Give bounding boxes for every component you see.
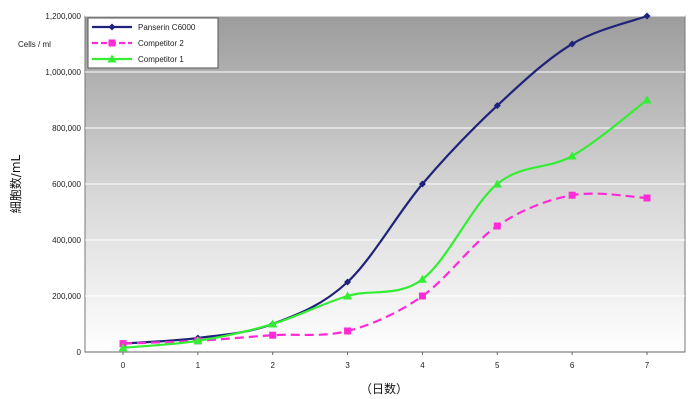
x-tick-label: 0 — [121, 361, 126, 370]
series-line — [122, 192, 648, 345]
series-line — [122, 14, 648, 345]
x-tick-label: 7 — [645, 361, 650, 370]
x-tick-label: 2 — [270, 361, 275, 370]
data-point — [344, 327, 352, 335]
x-tick-label: 3 — [345, 361, 350, 370]
y-tick-label: 1,200,000 — [45, 12, 81, 21]
data-point — [642, 95, 652, 104]
x-tick-labels: 0 1 2 3 4 5 6 7 — [121, 352, 650, 370]
y-axis-title: 細胞数/mL — [8, 154, 23, 213]
data-point — [568, 40, 576, 48]
series-3 — [118, 95, 652, 352]
data-point — [269, 331, 277, 339]
x-tick-label: 1 — [196, 361, 201, 370]
data-point — [193, 336, 203, 345]
legend-item: Competitor 2 — [92, 39, 184, 48]
legend-marker — [107, 54, 117, 63]
unit-label: Cells / ml — [18, 40, 51, 49]
data-point — [418, 292, 426, 300]
y-tick-label: 800,000 — [52, 124, 81, 133]
legend-marker — [108, 39, 116, 47]
legend-label: Competitor 1 — [138, 55, 184, 64]
legend-label: Competitor 2 — [138, 39, 184, 48]
legend-item: Competitor 1 — [92, 54, 184, 64]
data-point — [643, 194, 651, 202]
data-point — [268, 319, 278, 328]
data-point — [643, 12, 651, 20]
legend-item: Panserin C6000 — [92, 23, 196, 32]
series-layer — [118, 12, 652, 352]
data-point — [118, 343, 128, 352]
x-tick-label: 6 — [570, 361, 575, 370]
data-point — [493, 102, 501, 110]
data-point — [568, 191, 576, 199]
y-tick-labels: 0 200,000 400,000 600,000 800,000 1,000,000 1,… — [45, 12, 81, 357]
legend: Panserin C6000 Competitor 2 Competitor 1 — [87, 17, 219, 69]
x-tick-label: 5 — [495, 361, 500, 370]
x-tick-label: 4 — [420, 361, 425, 370]
x-axis-title: （日数） — [360, 381, 408, 396]
legend-label: Panserin C6000 — [138, 23, 196, 32]
data-point — [417, 274, 427, 283]
y-tick-label: 1,000,000 — [45, 68, 81, 77]
data-point — [343, 291, 353, 300]
y-tick-label: 200,000 — [52, 292, 81, 301]
legend-marker — [108, 23, 116, 31]
y-tick-label: 0 — [77, 348, 82, 357]
data-point — [344, 278, 352, 286]
data-point — [567, 151, 577, 160]
data-point — [493, 222, 501, 230]
series-line — [122, 99, 648, 349]
grid-lines — [85, 15, 685, 353]
data-point — [492, 179, 502, 188]
y-tick-label: 600,000 — [52, 180, 81, 189]
y-tick-label: 400,000 — [52, 236, 81, 245]
data-point — [418, 180, 426, 188]
